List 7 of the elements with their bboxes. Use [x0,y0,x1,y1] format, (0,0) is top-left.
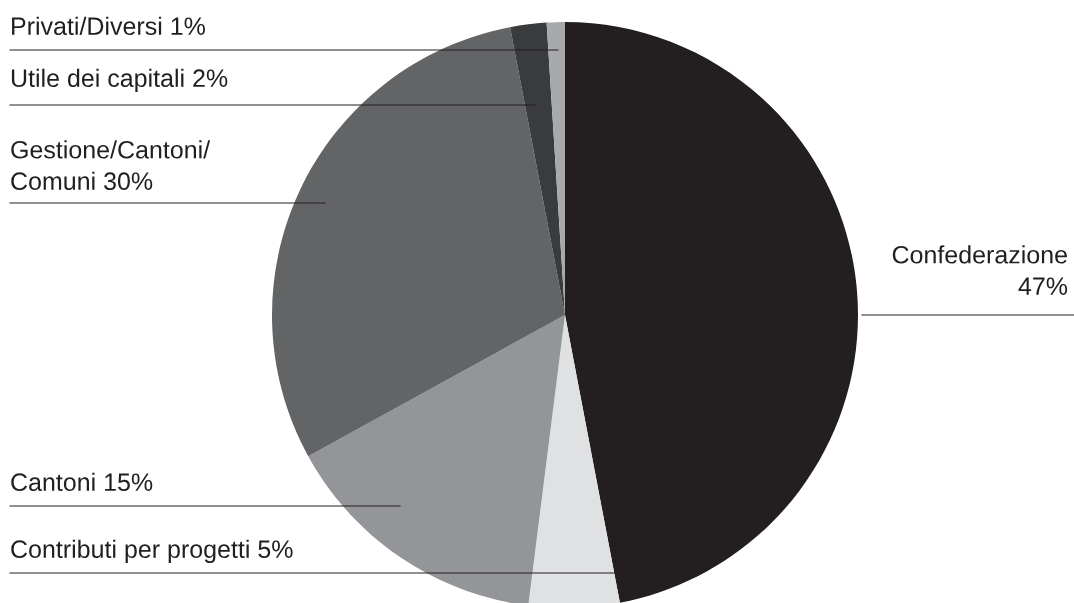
slice-label: Cantoni 15% [11,472,153,492]
slice-label: Gestione/Cantoni/ Comuni 30% [11,140,211,191]
data-label: 47% [1018,277,1068,295]
slice-label: Utile dei capitali 2% [11,68,228,92]
slice-label: Privati/Diversi 1% [12,16,205,36]
slice-label: Contributi per progetti 5% [11,539,293,563]
slice-label: Confederazione [892,245,1067,264]
